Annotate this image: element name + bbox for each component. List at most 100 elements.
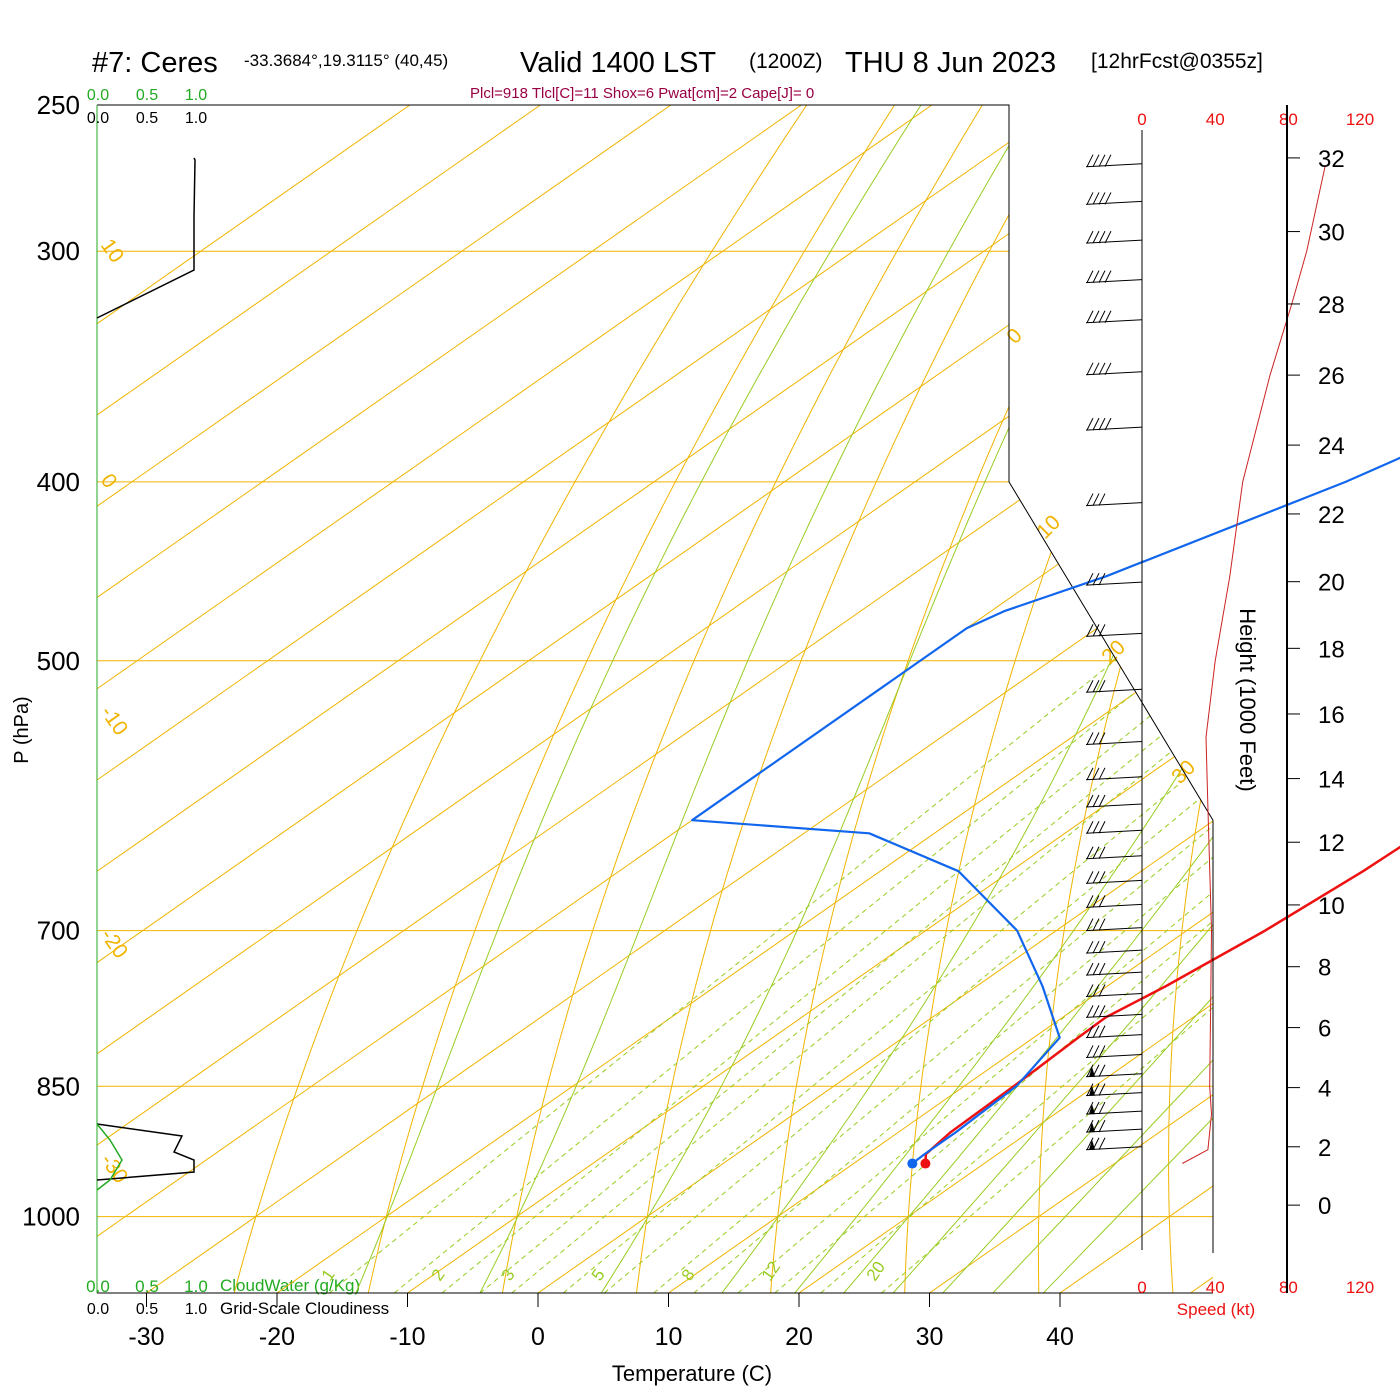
wind-barb-staff xyxy=(1085,239,1143,244)
isotherm-label: 10 xyxy=(96,235,128,267)
mixing-ratio-line xyxy=(693,481,1213,1293)
wind-barb-staff xyxy=(1085,688,1143,693)
wind-barb-pennant xyxy=(1089,1085,1095,1096)
wind-barb-flag xyxy=(1104,417,1112,431)
height-tick-label: 8 xyxy=(1318,955,1331,982)
wind-barb xyxy=(1085,918,1143,932)
wind-barb-staff xyxy=(1085,1034,1143,1039)
wind-barb xyxy=(1085,417,1143,431)
dry-adiabat-line xyxy=(1037,105,1213,1293)
wind-barb-staff xyxy=(1085,993,1143,998)
wind-barb xyxy=(1085,362,1143,376)
height-tick-label: 24 xyxy=(1318,433,1345,460)
wind-barb xyxy=(1085,1025,1143,1039)
wind-barb-flag xyxy=(1092,572,1100,586)
speed-bottom-tick: 80 xyxy=(1279,1278,1298,1297)
wind-barb xyxy=(1085,1119,1143,1133)
wind-barb-flag xyxy=(1086,680,1094,693)
wind-barb-flag xyxy=(1098,918,1106,931)
wind-barb-flag xyxy=(1098,154,1106,167)
wind-barb-flag xyxy=(1086,624,1094,637)
height-tick-label: 30 xyxy=(1318,220,1345,247)
wind-barb-flag xyxy=(1104,310,1112,323)
mixing-ratio-label: 8 xyxy=(678,1266,699,1285)
wind-barb-staff xyxy=(1085,927,1143,932)
wind-barb-flag xyxy=(1092,154,1100,167)
isotherm-line xyxy=(407,105,1213,1293)
date-text: THU 8 Jun 2023 xyxy=(845,47,1056,79)
wind-barb-pennant xyxy=(1089,1122,1095,1133)
cloudiness-bottom-tick: 1.0 xyxy=(185,1301,207,1318)
wind-barb-flag xyxy=(1086,895,1094,908)
wind-barb-staff xyxy=(1085,426,1143,431)
wind-barb-flag xyxy=(1092,767,1100,781)
wind-barb-flag xyxy=(1086,493,1094,506)
temperature-tick-label: -10 xyxy=(389,1323,425,1351)
wind-barb xyxy=(1085,572,1143,586)
speed-top-tick: 0 xyxy=(1137,110,1146,129)
pressure-tick-label: 500 xyxy=(37,646,80,676)
wind-barb-flag xyxy=(1098,680,1106,693)
dry-adiabat-line xyxy=(501,105,983,1293)
wind-barb-staff xyxy=(1085,1110,1143,1115)
isotherm-label: 0 xyxy=(1002,324,1027,349)
height-tick-label: 0 xyxy=(1318,1193,1331,1220)
wind-barb-staff xyxy=(1085,200,1143,205)
wind-barb-flag xyxy=(1098,895,1106,908)
wind-barb-flag xyxy=(1098,794,1106,808)
wind-barb xyxy=(1085,846,1143,860)
wind-barb-staff xyxy=(1085,949,1143,954)
wind-barb-staff xyxy=(1085,903,1143,908)
wind-barb-flag xyxy=(1092,962,1100,976)
wind-barb-flag xyxy=(1092,362,1100,376)
mixing-ratio-line xyxy=(881,481,1213,1293)
wind-barb-flag xyxy=(1086,940,1094,954)
moist-adiabat-line xyxy=(355,105,922,1293)
dry-adiabat-line xyxy=(636,105,1071,1293)
moist-adiabat-line xyxy=(892,105,1213,1293)
height-tick-label: 16 xyxy=(1318,702,1345,729)
speed-bottom-tick: 0 xyxy=(1137,1278,1146,1297)
dry-adiabat-line xyxy=(904,105,1213,1293)
wind-barb-staff xyxy=(1085,502,1143,507)
pressure-tick-label: 700 xyxy=(37,916,80,946)
wind-barb-flag xyxy=(1092,794,1100,808)
wind-barb-flag xyxy=(1092,230,1100,244)
dewpoint-profile-line xyxy=(691,456,1400,1165)
wind-barb-flag xyxy=(1092,1045,1100,1058)
wind-barb-flag xyxy=(1086,572,1094,586)
mixing-ratio-line xyxy=(562,481,1213,1293)
wind-barb-flag xyxy=(1086,821,1094,834)
wind-barb xyxy=(1085,192,1143,205)
wind-barb xyxy=(1085,1005,1143,1018)
wind-barb xyxy=(1085,821,1143,834)
wind-barb xyxy=(1085,1064,1143,1078)
wind-barb-flag xyxy=(1092,940,1100,954)
wind-barb-flag xyxy=(1098,1005,1106,1018)
wind-barb xyxy=(1085,680,1143,693)
moist-adiabat-line xyxy=(479,105,1034,1293)
wind-barb xyxy=(1085,767,1143,781)
isotherm-label: -10 xyxy=(96,702,132,740)
temperature-tick-label: -30 xyxy=(128,1323,164,1351)
wind-barb-flag xyxy=(1086,310,1094,323)
wind-barb xyxy=(1085,154,1143,168)
wind-barb-flag xyxy=(1092,984,1100,997)
wind-barb-staff xyxy=(1085,279,1143,284)
cloudiness-top-tick: 0.0 xyxy=(87,110,109,127)
height-tick-label: 2 xyxy=(1318,1135,1331,1162)
wind-barb xyxy=(1085,895,1143,908)
isotherm-line xyxy=(276,105,1213,1293)
wind-barb-flag xyxy=(1098,1119,1106,1133)
wind-barb-flag xyxy=(1098,1101,1106,1115)
wind-barb-staff xyxy=(1085,1146,1143,1151)
height-tick-label: 6 xyxy=(1318,1016,1331,1043)
mixing-ratio-line xyxy=(393,481,1213,1293)
wind-barb xyxy=(1085,962,1143,976)
height-tick-label: 10 xyxy=(1318,893,1345,920)
wind-barb-flag xyxy=(1092,192,1100,205)
cloudwater-top-tick: 0.5 xyxy=(136,87,158,104)
